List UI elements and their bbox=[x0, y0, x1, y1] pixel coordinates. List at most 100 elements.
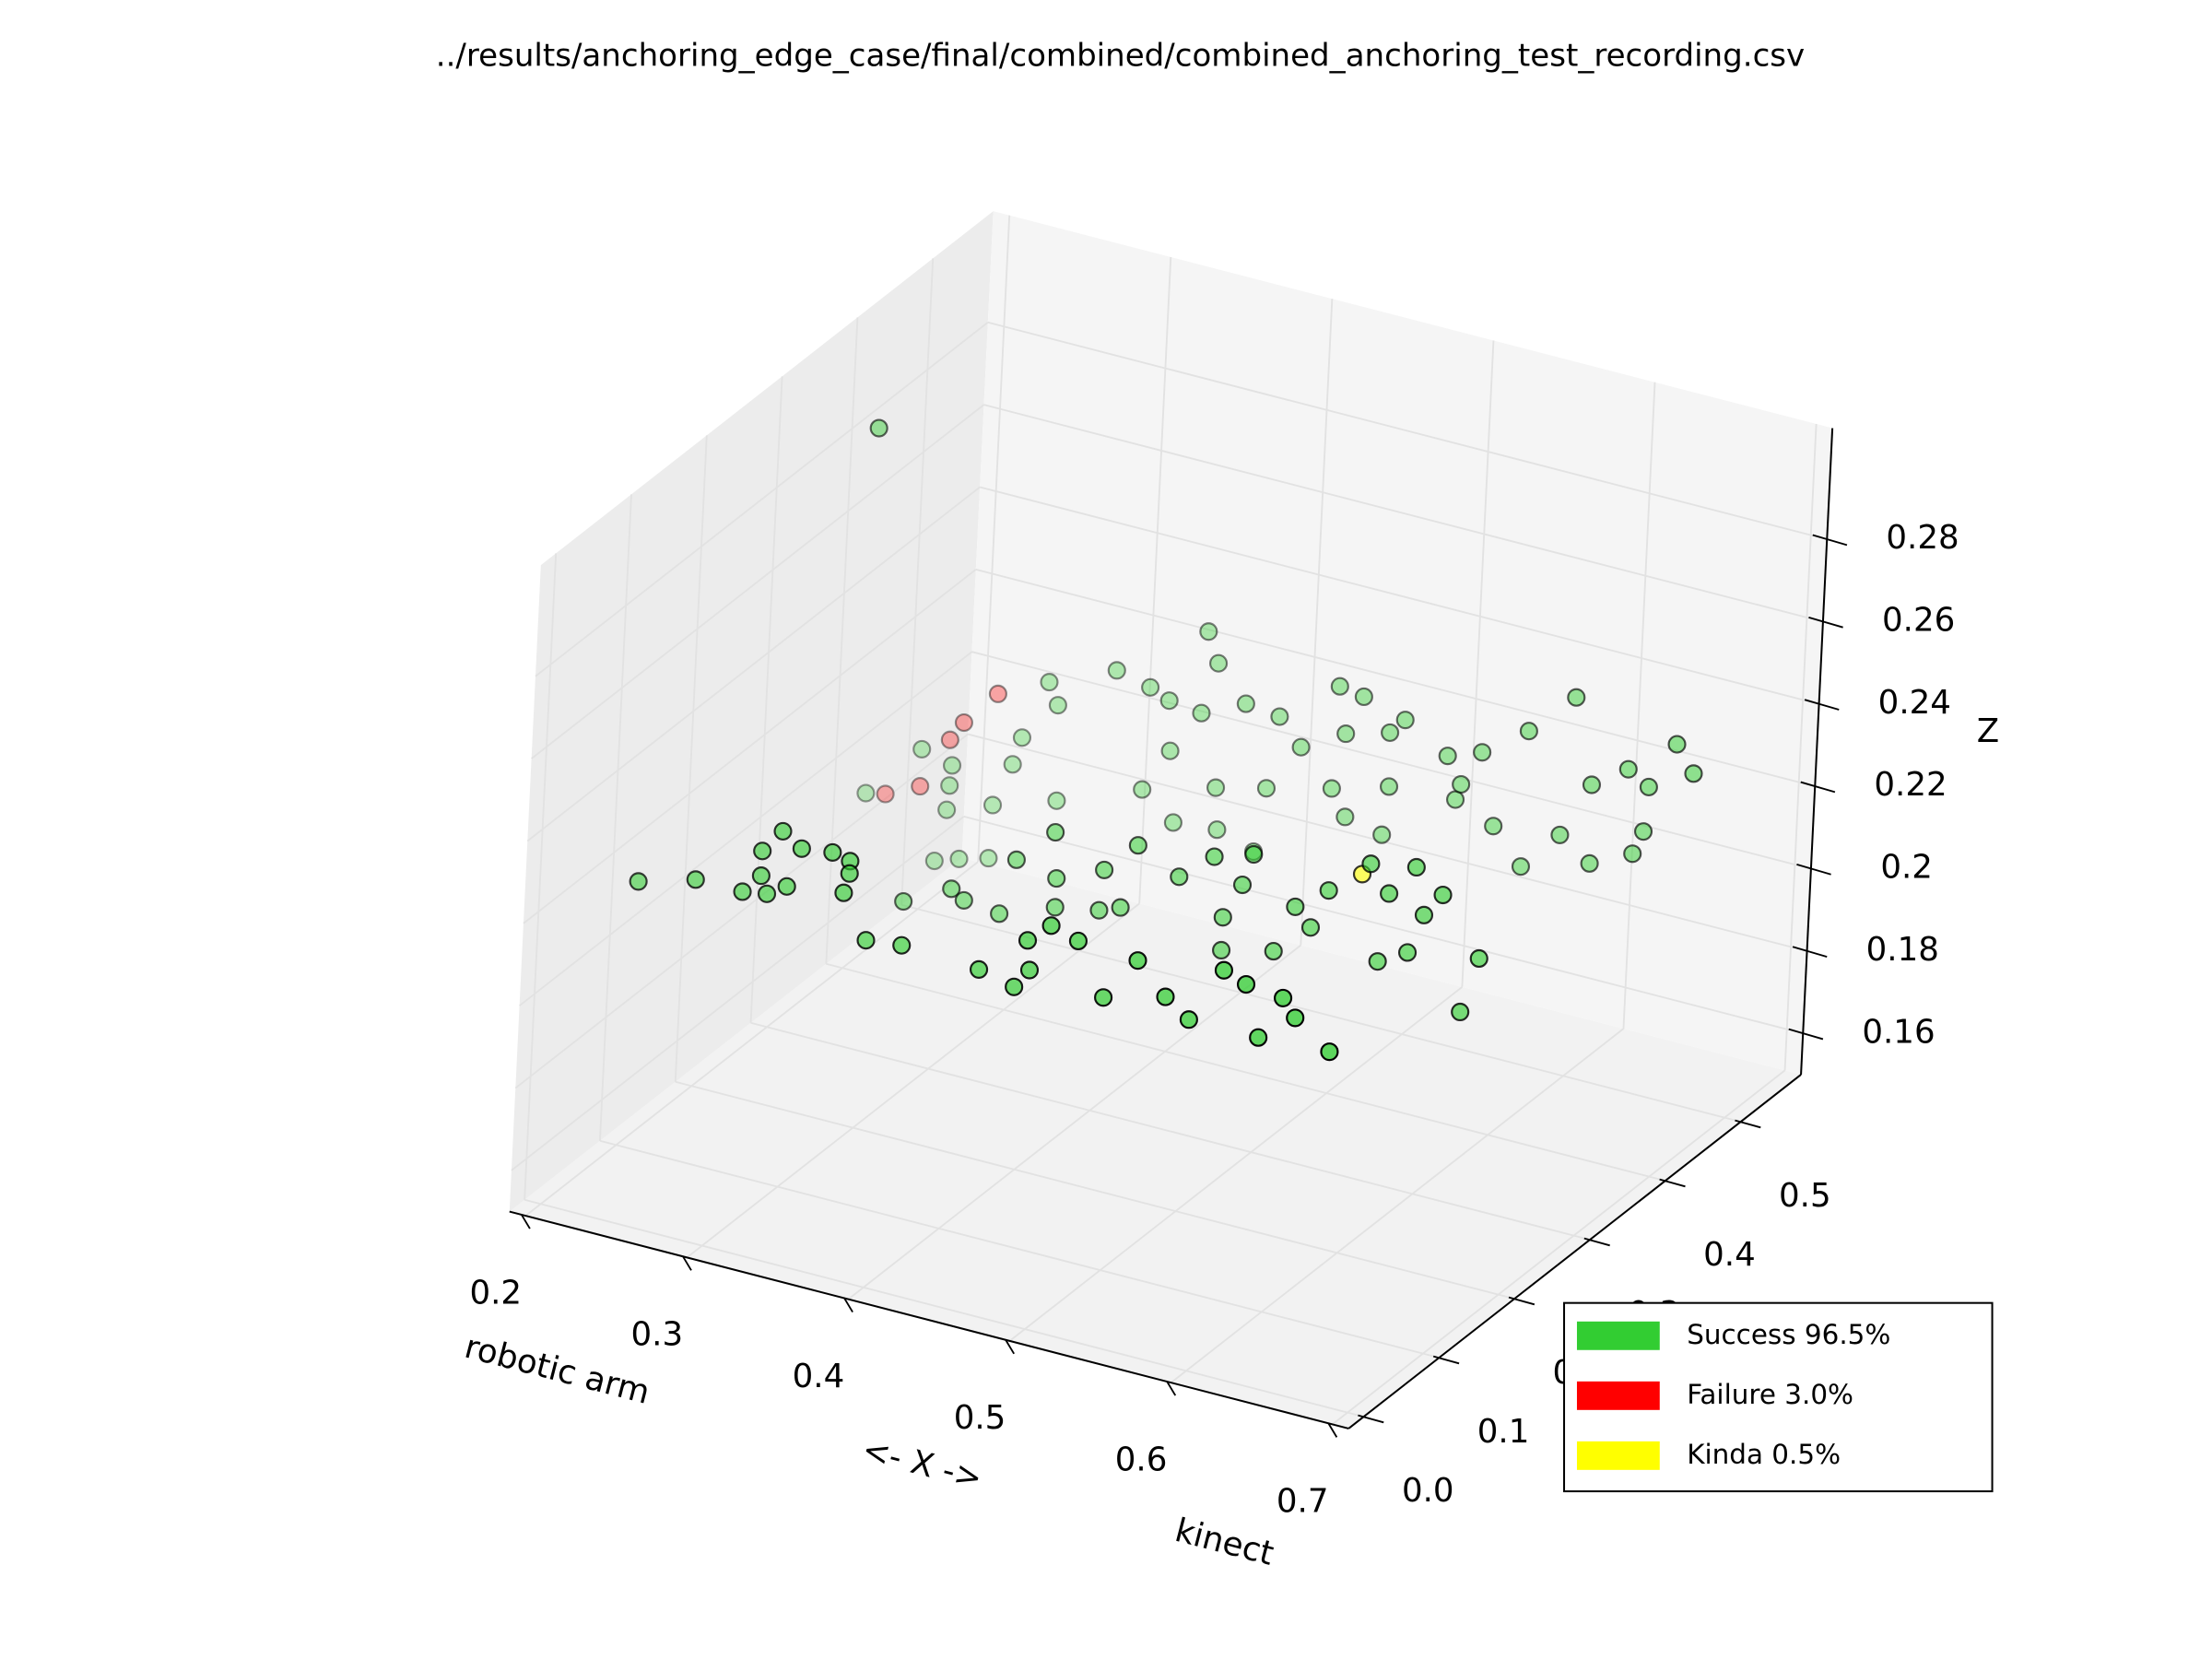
point bbox=[1264, 942, 1283, 961]
x-tick bbox=[681, 1255, 692, 1271]
point bbox=[1379, 777, 1399, 796]
point bbox=[1111, 898, 1130, 917]
point bbox=[1354, 687, 1373, 707]
point bbox=[1156, 987, 1175, 1006]
point bbox=[1451, 1002, 1470, 1022]
back-pane bbox=[961, 211, 1833, 1075]
grid-line bbox=[1008, 986, 1463, 1342]
point bbox=[969, 959, 989, 979]
point bbox=[1452, 774, 1471, 794]
point bbox=[1089, 900, 1109, 920]
point bbox=[1006, 850, 1026, 869]
z-tick-label: 0.18 bbox=[1866, 931, 1939, 969]
point bbox=[733, 882, 752, 901]
z-tick-label: 0.16 bbox=[1862, 1013, 1935, 1051]
point bbox=[1047, 869, 1066, 888]
grid-line bbox=[675, 1080, 1515, 1300]
point bbox=[1179, 1010, 1198, 1030]
point bbox=[1286, 897, 1305, 916]
point bbox=[954, 890, 973, 910]
grid-line bbox=[523, 569, 977, 924]
point bbox=[949, 849, 969, 868]
z-tick-label: 0.26 bbox=[1882, 601, 1955, 639]
y-tick bbox=[1659, 1178, 1686, 1188]
grid-line bbox=[977, 215, 1011, 863]
z-tick bbox=[1812, 534, 1848, 547]
z-tick-label: 0.2 bbox=[1880, 849, 1933, 887]
point bbox=[1199, 622, 1218, 641]
grid-line bbox=[1171, 1028, 1625, 1383]
x-tick-label: 0.4 bbox=[793, 1358, 845, 1395]
point bbox=[1141, 677, 1160, 697]
point bbox=[1567, 688, 1586, 707]
legend-label: Failure 3.0% bbox=[1687, 1379, 1853, 1410]
point bbox=[988, 684, 1007, 703]
point bbox=[1633, 822, 1653, 841]
grid-line bbox=[599, 494, 632, 1141]
point bbox=[942, 756, 962, 775]
point bbox=[1300, 918, 1321, 937]
grid-line bbox=[1461, 340, 1495, 987]
x-tick bbox=[843, 1297, 853, 1313]
y-tick bbox=[1358, 1414, 1384, 1424]
grid-line bbox=[524, 1198, 1364, 1418]
point bbox=[924, 851, 944, 871]
point bbox=[1048, 696, 1067, 715]
point bbox=[1380, 884, 1399, 903]
point bbox=[942, 879, 961, 899]
grid-line bbox=[987, 321, 1828, 541]
point bbox=[1236, 694, 1255, 713]
grid-line bbox=[1138, 256, 1172, 904]
point bbox=[1232, 875, 1253, 895]
point bbox=[834, 883, 853, 902]
point bbox=[840, 864, 859, 883]
point bbox=[1381, 723, 1400, 742]
point bbox=[1236, 974, 1256, 994]
point bbox=[1128, 836, 1147, 855]
x-tick bbox=[1327, 1422, 1338, 1438]
point bbox=[1128, 951, 1147, 971]
point bbox=[1170, 867, 1189, 887]
grid-line bbox=[514, 733, 969, 1089]
point bbox=[1046, 822, 1065, 842]
point bbox=[869, 418, 888, 438]
x-tick bbox=[1166, 1381, 1177, 1396]
point bbox=[1469, 948, 1488, 969]
point bbox=[753, 841, 772, 861]
grid-line bbox=[1622, 382, 1656, 1030]
point bbox=[990, 904, 1009, 924]
y-axis-line bbox=[1347, 1074, 1802, 1430]
point bbox=[1414, 905, 1434, 924]
point bbox=[1209, 653, 1229, 673]
point bbox=[1095, 860, 1114, 879]
point bbox=[773, 821, 793, 841]
legend-swatch bbox=[1576, 1441, 1660, 1470]
point bbox=[1667, 735, 1687, 754]
point bbox=[1094, 988, 1113, 1007]
z-tick-label: 0.22 bbox=[1874, 766, 1947, 804]
grid-line bbox=[531, 404, 985, 759]
grid-line bbox=[526, 486, 981, 842]
grid-line bbox=[674, 435, 708, 1082]
z-axis-label: Z bbox=[1977, 712, 1999, 750]
point bbox=[979, 849, 998, 868]
grid-line bbox=[1783, 423, 1818, 1071]
legend: Success 96.5% Failure 3.0% Kinda 0.5% bbox=[1563, 1301, 1994, 1493]
legend-swatch bbox=[1576, 1381, 1660, 1410]
grid-line bbox=[900, 903, 1741, 1124]
point bbox=[937, 800, 957, 819]
point bbox=[1519, 722, 1538, 741]
x-tick-label: 0.7 bbox=[1277, 1483, 1329, 1521]
point bbox=[1005, 977, 1024, 996]
y-tick-label: 0.1 bbox=[1477, 1413, 1530, 1451]
z-axis-line bbox=[1800, 428, 1834, 1075]
point bbox=[1047, 791, 1066, 810]
z-tick bbox=[1792, 946, 1828, 958]
grid-line bbox=[967, 733, 1807, 952]
point bbox=[1212, 940, 1231, 960]
point bbox=[1438, 747, 1457, 766]
grid-line bbox=[983, 404, 1824, 623]
point bbox=[1335, 807, 1355, 827]
y-tick-label: 0.4 bbox=[1703, 1236, 1756, 1274]
